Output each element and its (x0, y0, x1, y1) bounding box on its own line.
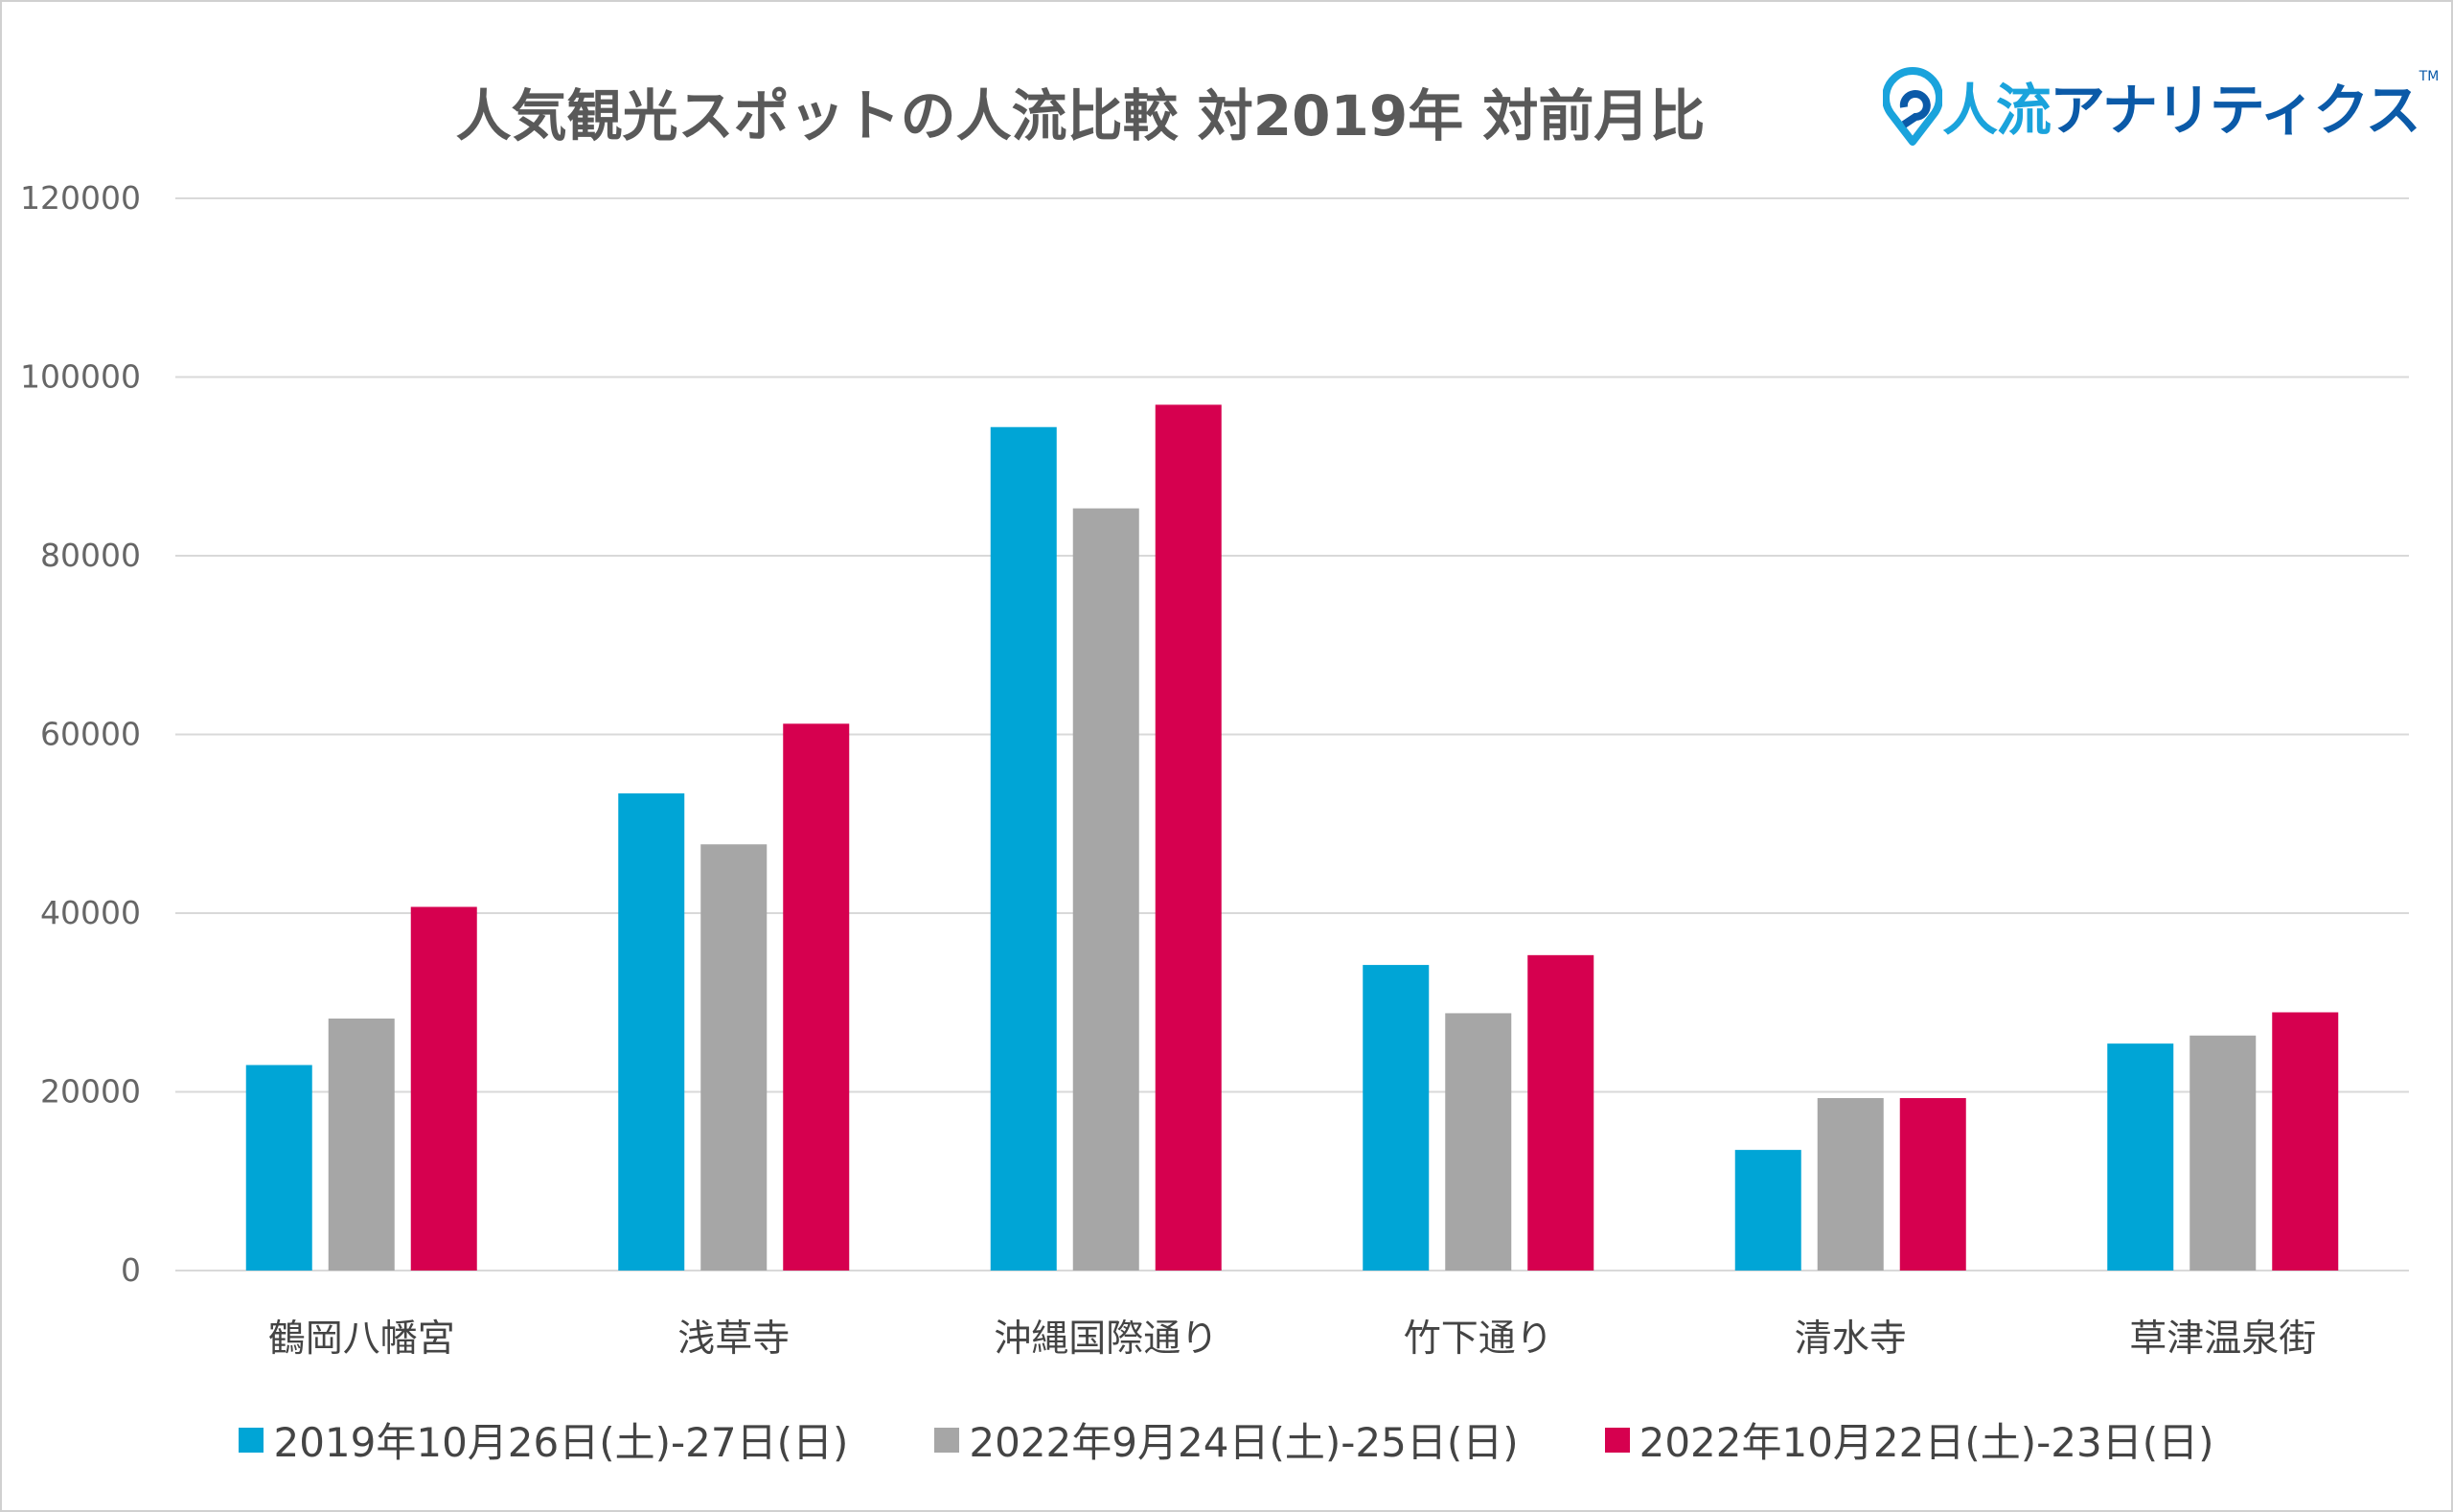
x-category-label: 清水寺 (1795, 1317, 1907, 1361)
location-pin-icon (1883, 67, 1942, 146)
logo-text-accent: 人流 (1942, 78, 2052, 143)
y-tick-label: 100000 (20, 358, 141, 396)
legend-label: 2019年10月26日(土)-27日(日) (273, 1419, 849, 1466)
x-category-label: 浅草寺 (677, 1317, 790, 1361)
bar (1155, 404, 1222, 1271)
x-category-label: 草津温泉街 (2129, 1317, 2316, 1361)
bar (990, 426, 1057, 1271)
bar (2107, 1043, 2174, 1271)
y-tick-label: 80000 (40, 537, 141, 574)
legend-label: 2022年9月24日(土)-25日(日) (969, 1419, 1519, 1466)
bar (1363, 965, 1430, 1271)
bar (1527, 954, 1594, 1271)
y-tick-label: 120000 (20, 179, 141, 217)
y-tick-label: 0 (121, 1251, 141, 1289)
y-tick-label: 20000 (40, 1073, 141, 1111)
x-category-label: 竹下通り (1404, 1317, 1553, 1361)
x-category-label: 鶴岡八幡宮 (268, 1317, 455, 1361)
legend-swatch (934, 1427, 960, 1453)
legend-item: 2022年10月22日(土)-23日(日) (1604, 1410, 2214, 1469)
legend: 2019年10月26日(土)-27日(日) 2022年9月24日(土)-25日(日… (0, 1410, 2453, 1469)
bar (1899, 1098, 1966, 1271)
bar (245, 1065, 312, 1271)
bar (328, 1019, 395, 1271)
bar (783, 723, 850, 1271)
y-tick-label: 60000 (40, 716, 141, 753)
bar (700, 844, 768, 1271)
bar (1445, 1013, 1512, 1271)
logo: 人流アナリティクス TM (1883, 65, 2439, 146)
bar (2189, 1035, 2257, 1271)
bar (2272, 1012, 2339, 1271)
bar (410, 906, 477, 1271)
chart-title: 人気観光スポットの人流比較 対2019年 対前月比 (455, 83, 1706, 149)
legend-swatch (1604, 1427, 1630, 1453)
bar (1734, 1150, 1801, 1271)
legend-swatch (239, 1427, 264, 1453)
bar (1072, 508, 1139, 1271)
legend-label: 2022年10月22日(土)-23日(日) (1639, 1419, 2214, 1466)
bar (618, 793, 685, 1271)
bar (1817, 1098, 1884, 1271)
legend-item: 2019年10月26日(土)-27日(日) (239, 1410, 848, 1469)
y-tick-label: 40000 (40, 894, 141, 931)
logo-text: アナリティクス (2050, 78, 2421, 143)
legend-item: 2022年9月24日(土)-25日(日) (934, 1410, 1519, 1469)
x-category-label: 沖縄国際通り (994, 1317, 1218, 1361)
